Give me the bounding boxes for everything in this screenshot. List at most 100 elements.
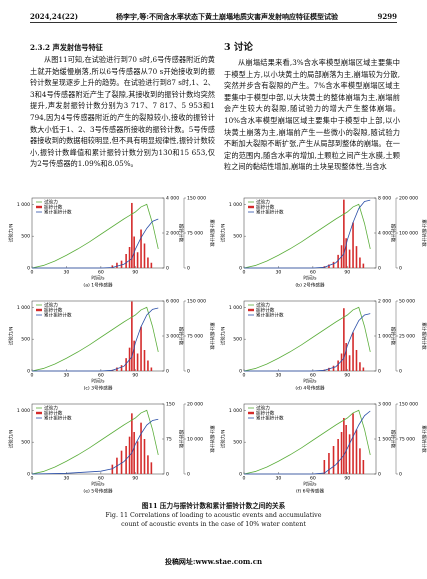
y3-axis-label: 累计振铃计数	[421, 425, 427, 453]
y3-axis-label: 累计振铃计数	[421, 322, 427, 350]
legend-label: 累计振铃计数	[44, 209, 72, 216]
x-tick-label: 30	[276, 373, 282, 379]
count-bar	[328, 453, 330, 474]
count-bar	[337, 439, 339, 474]
cumulative-line	[244, 410, 371, 475]
legend-label: 试验力	[44, 302, 58, 309]
cumulative-line	[32, 218, 159, 269]
y-tick-label: 0	[239, 266, 242, 272]
count-bar	[359, 257, 361, 268]
cumulative-line	[31, 418, 159, 475]
y-axis-label: 试验力/N	[8, 430, 15, 449]
count-bar	[150, 262, 153, 268]
y-tick-label: 1 000	[17, 305, 30, 311]
legend-swatch	[36, 411, 42, 415]
cumulative-line	[244, 199, 371, 269]
count-bar	[328, 367, 330, 371]
y3-axis-label: 累计振铃计数	[209, 425, 216, 453]
count-bar	[332, 261, 335, 268]
y3-tick-label: 100 000	[399, 231, 418, 237]
count-bar	[143, 243, 146, 268]
y3-tick-label: 150 000	[187, 299, 206, 305]
y3-tick-label: 75 000	[187, 231, 203, 237]
legend-label: 累计振铃计数	[44, 415, 72, 422]
y3-tick-label: 10 000	[187, 437, 203, 443]
x-tick-label: 30	[64, 373, 70, 379]
y-tick-label: 0	[27, 266, 30, 272]
y3-axis-label: 累计振铃计数	[209, 219, 216, 247]
paragraph: 从崩塌结果来看,3%含水率模型崩塌区域主要集中于模型上方,以小块黄土的局部崩落为…	[224, 58, 400, 172]
count-bar	[133, 432, 135, 474]
count-bar	[125, 254, 127, 268]
legend-label: 累计振铃计数	[256, 312, 284, 319]
panel-label: (e) 5号传感器	[83, 488, 113, 495]
section-heading: 2.3.2 声发射信号特征	[30, 43, 103, 52]
y3-tick-label: 25 000	[399, 334, 415, 340]
force-line	[243, 409, 371, 475]
x-tick-label: 60	[310, 373, 316, 379]
x-tick-label: 30	[64, 476, 70, 482]
legend-swatch	[248, 411, 254, 415]
count-bar	[120, 260, 123, 268]
y-tick-label: 1 000	[229, 408, 242, 414]
paragraph: 从图11可知,在试验进行到70 s时,6号传感器附近的黄土就开始缓慢崩落,所以6…	[30, 55, 215, 169]
count-bar	[345, 238, 347, 268]
count-bar	[359, 448, 361, 474]
count-bar	[125, 358, 127, 371]
y-tick-label: 1 000	[229, 305, 242, 311]
force-line	[31, 409, 159, 475]
count-bar	[343, 308, 345, 371]
x-axis-label: 时间/s	[91, 275, 105, 282]
legend-label: 累计振铃计数	[44, 312, 72, 319]
legend-label: 试验力	[44, 405, 58, 412]
y2-tick-label: 4 000	[378, 231, 391, 237]
x-tick-label: 90	[132, 373, 138, 379]
count-bar	[140, 422, 142, 474]
count-bar	[343, 418, 345, 474]
x-tick-label: 90	[132, 476, 138, 482]
y-tick-label: 500	[233, 440, 242, 446]
y-axis-label: 试验力/N	[8, 224, 15, 243]
x-tick-label: 60	[98, 270, 104, 276]
x-tick-label: 30	[64, 270, 70, 276]
legend-label: 振铃计数	[256, 307, 275, 314]
y-axis-label: 试验力/N	[220, 430, 227, 449]
x-tick-label: 30	[276, 270, 282, 276]
y-tick-label: 0	[239, 472, 242, 478]
x-tick-label: 0	[243, 476, 246, 482]
count-bar	[337, 254, 339, 268]
legend-label: 试验力	[44, 199, 58, 206]
y2-axis-label: 振铃计数	[390, 430, 397, 449]
count-bar	[340, 353, 343, 371]
count-bar	[136, 353, 139, 371]
y2-tick-label: 0	[166, 369, 169, 375]
page-number: 9299	[377, 12, 397, 21]
y-tick-label: 0	[27, 369, 30, 375]
x-tick-label: 90	[344, 270, 350, 276]
y-tick-label: 500	[21, 234, 30, 240]
y3-tick-label: 0	[187, 369, 190, 375]
y2-tick-label: 75	[166, 437, 172, 443]
y2-tick-label: 2 000	[378, 299, 391, 305]
y-axis-label: 试验力/N	[220, 224, 227, 243]
x-tick-label: 30	[276, 476, 282, 482]
count-bar	[136, 441, 139, 474]
x-tick-label: 0	[31, 373, 34, 379]
x-tick-label: 90	[344, 476, 350, 482]
x-tick-label: 60	[310, 270, 316, 276]
section-heading: 3 讨论	[224, 42, 253, 53]
legend-swatch	[36, 205, 42, 209]
y-axis-label: 试验力/N	[8, 327, 15, 346]
count-bar	[343, 199, 345, 268]
y2-tick-label: 0	[378, 266, 381, 272]
y-tick-label: 1 000	[229, 202, 242, 208]
count-bar	[355, 429, 358, 474]
count-bar	[345, 425, 347, 474]
y3-axis-label: 累计振铃计数	[209, 322, 216, 350]
y2-tick-label: 0	[378, 369, 381, 375]
y-tick-label: 500	[233, 337, 242, 343]
legend-label: 振铃计数	[44, 307, 63, 314]
y2-tick-label: 2 000	[166, 231, 179, 237]
count-bar	[323, 460, 326, 474]
y2-tick-label: 3 000	[378, 402, 391, 408]
